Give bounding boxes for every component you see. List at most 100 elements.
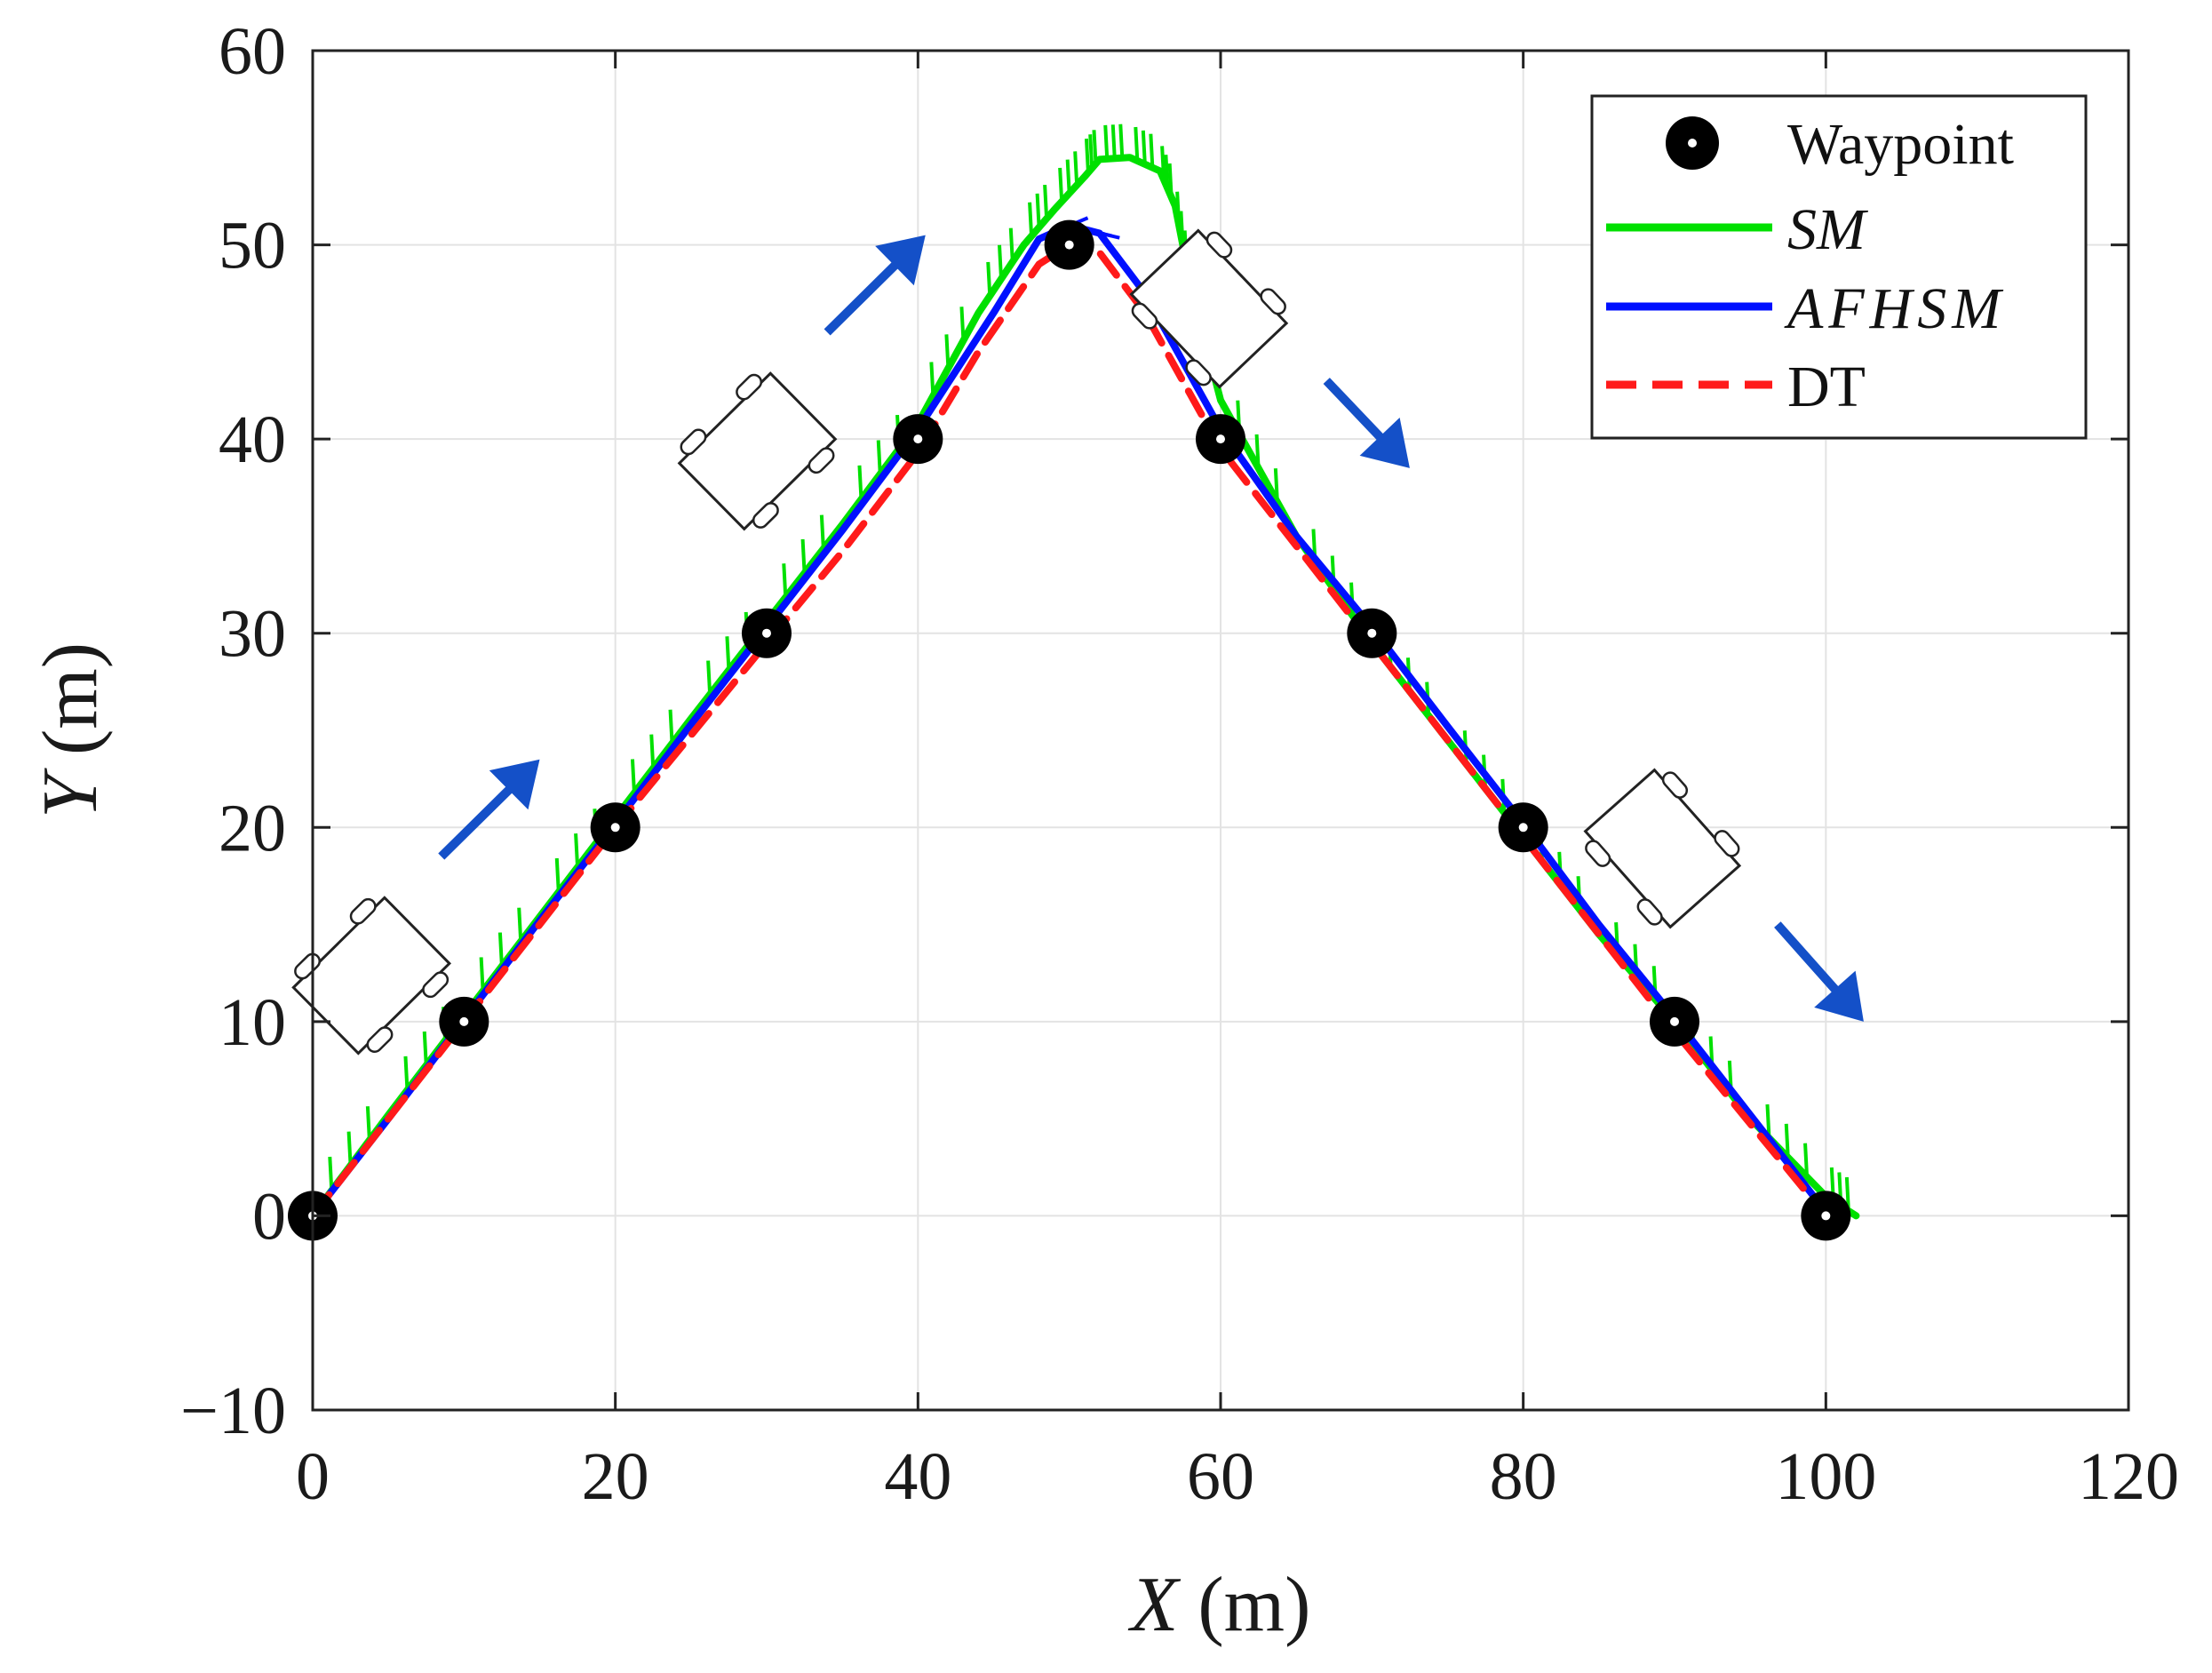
robot-wheel <box>1661 771 1689 799</box>
heading-arrow-sm <box>1103 124 1110 159</box>
robot-body <box>1583 768 1742 929</box>
y-tick-label: 10 <box>219 985 286 1060</box>
heading-arrow-sm <box>574 833 580 868</box>
heading-arrow-sm <box>1179 211 1185 245</box>
heading-arrow-sm <box>403 1056 410 1091</box>
robot-body <box>677 371 838 531</box>
heading-arrow-afhsm <box>954 347 974 372</box>
waypoint-center <box>1821 1211 1831 1221</box>
direction-arrow-head <box>1359 418 1410 468</box>
heading-arrow-sm <box>1035 193 1041 228</box>
direction-arrow-shaft <box>438 785 513 860</box>
robot-wheel <box>1585 840 1611 867</box>
heading-arrow-afhsm <box>1711 1064 1732 1089</box>
heading-arrow-afhsm <box>1237 455 1259 479</box>
heading-arrow-afhsm <box>879 457 900 482</box>
heading-arrow-afhsm <box>671 727 692 751</box>
heading-arrow-afhsm <box>1389 650 1411 675</box>
heading-arrow-afhsm <box>1540 848 1562 872</box>
direction-arrow-shaft <box>1323 378 1384 441</box>
robot-body <box>1129 228 1289 389</box>
waypoint-marker <box>1650 996 1699 1047</box>
heading-arrow-sm <box>706 660 712 695</box>
direction-arrow-shaft <box>824 261 899 336</box>
x-tick-label: 40 <box>884 1439 951 1514</box>
robot-icon <box>677 371 838 531</box>
heading-arrow-sm <box>1175 191 1182 226</box>
heading-arrow-sm <box>479 957 485 992</box>
heading-arrow-afhsm <box>1257 482 1277 506</box>
y-tick-label: 30 <box>219 597 286 672</box>
heading-arrow-afhsm <box>1276 508 1296 533</box>
heading-arrow-afhsm <box>784 580 806 605</box>
heading-arrow-afhsm <box>1465 749 1486 773</box>
waypoint-marker <box>1044 219 1094 270</box>
heading-arrow-afhsm <box>1730 1089 1751 1113</box>
heading-arrow-afhsm <box>1026 234 1046 259</box>
waypoint-marker <box>439 996 489 1047</box>
heading-arrow-sm <box>649 734 656 769</box>
heading-arrow-afhsm <box>1616 946 1638 970</box>
robot-wheel <box>1260 288 1286 315</box>
waypoint-center <box>1518 823 1528 833</box>
robot-wheel <box>1185 359 1212 386</box>
heading-arrow-sm <box>819 514 825 549</box>
heading-arrow-sm <box>1088 134 1094 169</box>
heading-arrow-sm <box>1118 123 1125 158</box>
robot-body <box>291 896 451 1056</box>
robot-wheel <box>1205 231 1233 259</box>
direction-arrow-head <box>875 235 926 286</box>
heading-arrow-sm <box>1164 155 1170 189</box>
waypoint-center <box>762 628 771 638</box>
heading-arrow-afhsm <box>935 377 955 402</box>
heading-arrow-afhsm <box>1484 773 1506 798</box>
legend: Waypoint SM AFHSM DT <box>1590 94 2088 440</box>
heading-arrow-afhsm <box>727 653 749 678</box>
heading-arrow-sm <box>1110 124 1117 159</box>
y-tick-label: 20 <box>219 791 286 865</box>
y-tick-label: 60 <box>219 14 286 89</box>
robot-wheel <box>366 1026 394 1053</box>
waypoint-center <box>459 1016 469 1026</box>
heading-arrow-sm <box>630 759 636 793</box>
x-tick-label: 80 <box>1490 1439 1557 1514</box>
waypoint-center <box>1670 1016 1679 1026</box>
heading-arrow-afhsm <box>1786 1162 1808 1186</box>
y-tick-label: 50 <box>219 209 286 283</box>
heading-arrow-sm <box>1273 468 1279 503</box>
heading-arrow-afhsm <box>822 532 843 556</box>
heading-arrow-sm <box>668 709 674 744</box>
heading-arrow-sm <box>1803 1143 1810 1177</box>
waypoint-layer <box>288 219 1851 1241</box>
robot-wheel <box>1714 830 1740 857</box>
robot-wheel <box>1636 898 1663 926</box>
waypoint-marker <box>1801 1191 1851 1241</box>
heading-arrow-sm <box>1073 151 1079 186</box>
heading-arrow-sm <box>857 465 863 500</box>
heading-arrow-sm <box>986 261 992 297</box>
heading-arrow-afhsm <box>1579 897 1600 922</box>
heading-arrow-sm <box>1092 130 1098 164</box>
heading-arrow-afhsm <box>1559 872 1580 897</box>
robot-direction-group <box>1583 768 1864 1022</box>
heading-arrow-sm <box>554 857 561 893</box>
heading-arrow-sm <box>328 1156 334 1191</box>
x-axis-label: X (m) <box>1128 1562 1311 1648</box>
heading-arrow-sm <box>998 244 1004 279</box>
robot-icon <box>1129 228 1289 389</box>
heading-arrow-sm <box>1784 1123 1790 1158</box>
heading-arrow-afhsm <box>1091 229 1120 240</box>
heading-arrow-afhsm <box>1408 675 1429 700</box>
waypoint-marker <box>1347 608 1397 658</box>
legend-label-sm: SM <box>1787 197 1869 262</box>
waypoint-center <box>610 823 620 833</box>
heading-arrow-sm <box>497 932 504 967</box>
x-tick-label: 100 <box>1775 1439 1876 1514</box>
waypoint-center <box>1064 240 1074 250</box>
robot-direction-group <box>1129 228 1410 468</box>
direction-arrow-head <box>1814 970 1864 1022</box>
legend-waypoint-marker <box>1666 116 1719 170</box>
robot-wheel <box>736 373 763 401</box>
heading-arrow-sm <box>929 362 935 396</box>
